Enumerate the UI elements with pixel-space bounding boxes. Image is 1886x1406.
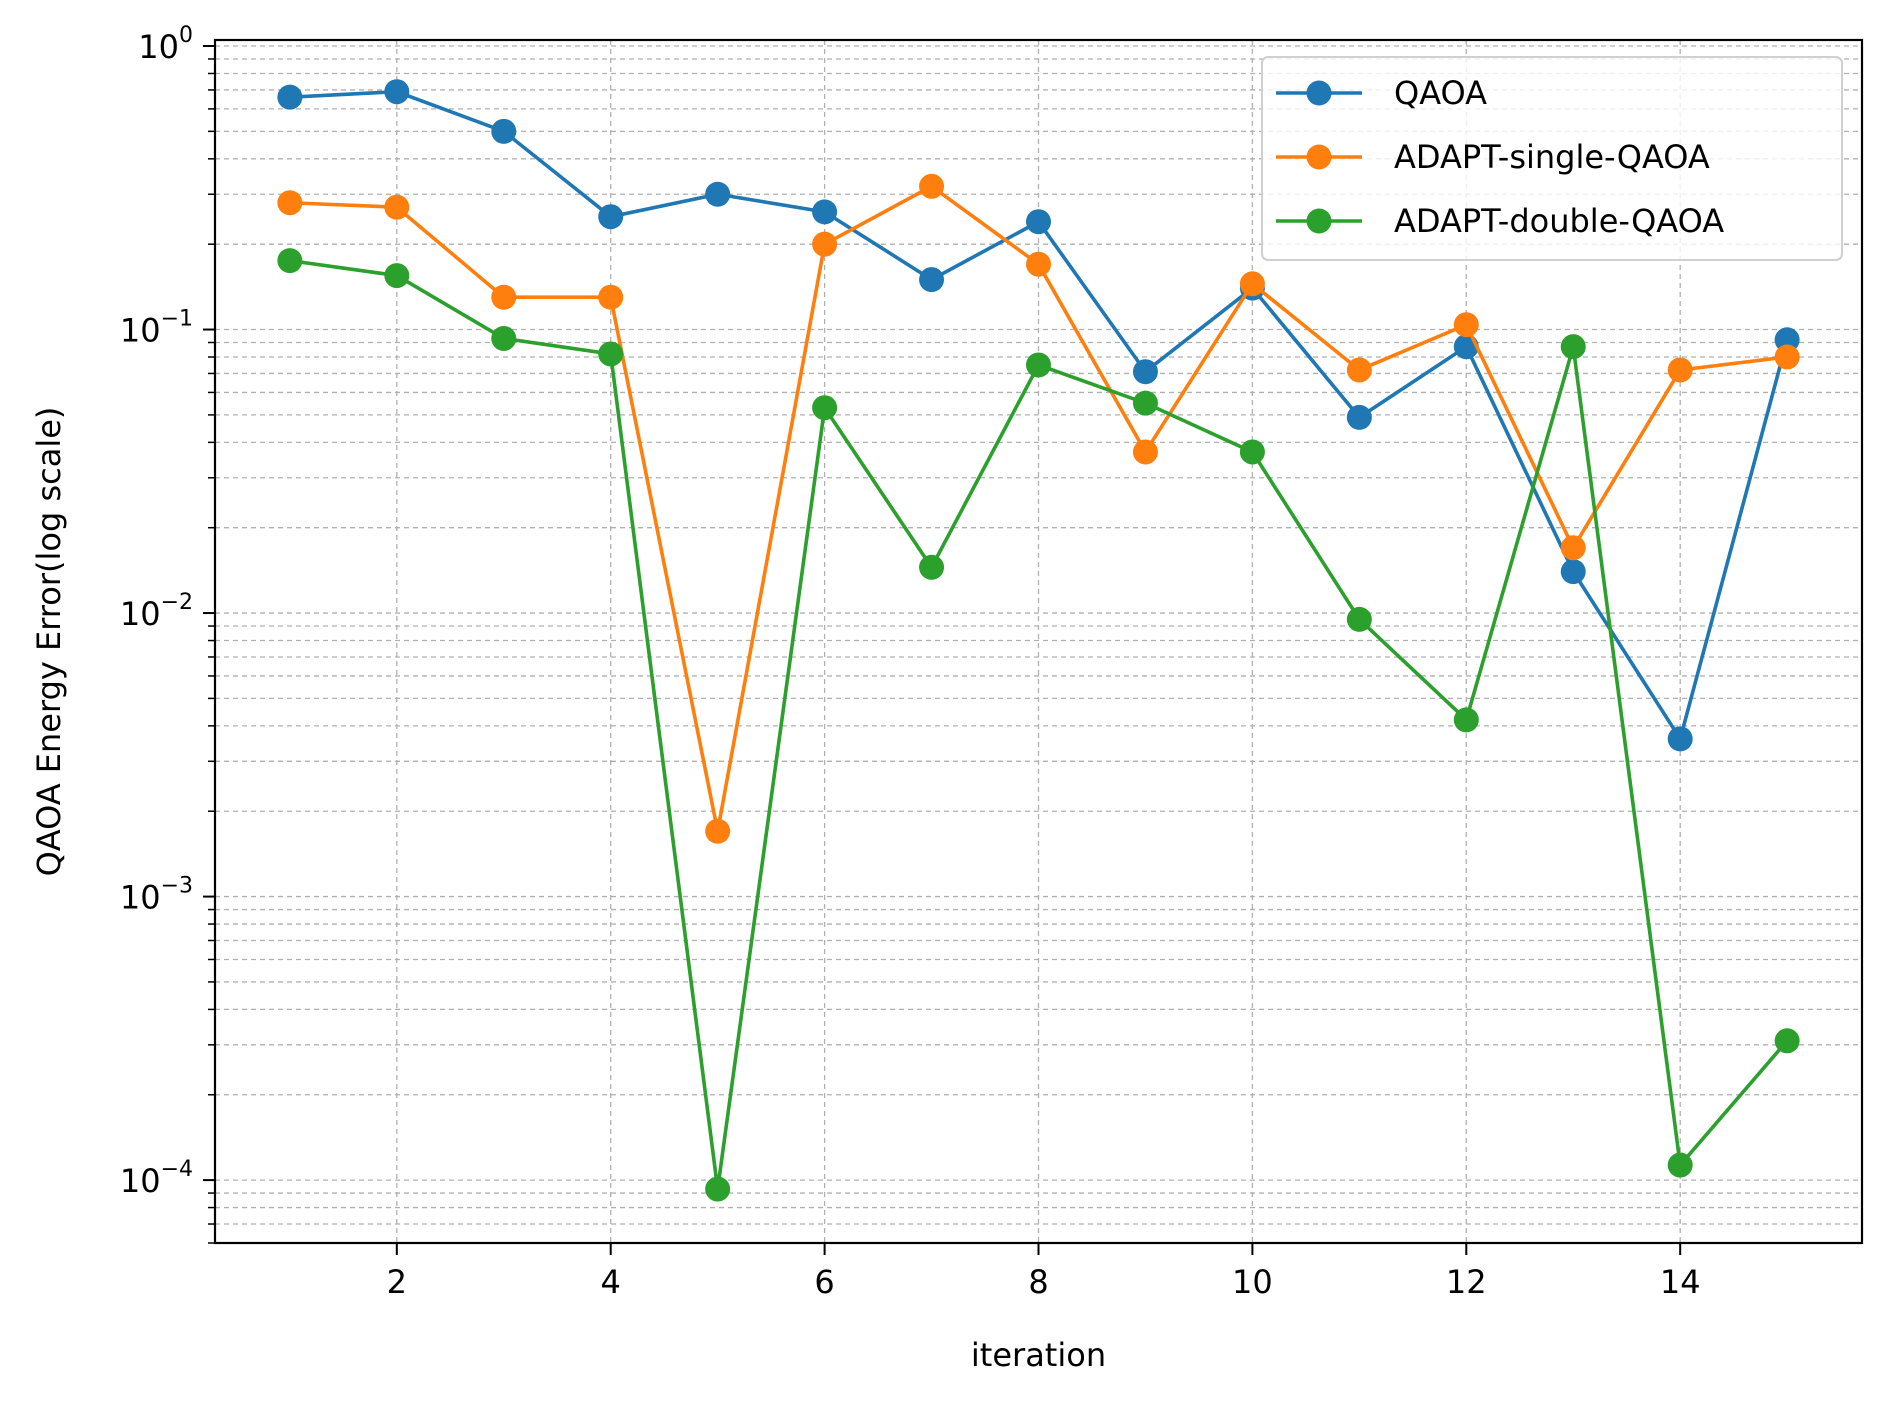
x-tick-label: 8 [1028,1263,1048,1301]
data-point [277,84,303,110]
data-point [1239,271,1265,297]
data-point [491,118,517,144]
data-point [1239,439,1265,465]
data-point [705,181,731,207]
data-point [919,173,945,199]
data-point [1346,404,1372,430]
y-tick-label: 10−2 [120,590,193,633]
data-point [1453,312,1479,338]
x-tick-label: 12 [1446,1263,1487,1301]
legend-item: QAOA [1276,74,1487,112]
data-point [1667,726,1693,752]
legend-swatch-marker [1306,208,1332,234]
data-point [812,199,838,225]
x-tick-label: 2 [387,1263,407,1301]
y-tick-label: 10−4 [120,1157,193,1200]
data-point [384,194,410,220]
data-point [1560,334,1586,360]
data-point [1026,251,1051,277]
series-adapt-double-qaoa [277,248,1800,1202]
y-tick-label: 10−3 [120,874,193,917]
data-point [384,79,410,105]
data-point [1453,707,1479,733]
x-axis-label: iteration [971,1336,1106,1374]
y-tick-label: 10−1 [120,307,193,350]
data-point [1132,359,1158,385]
y-tick-label: 100 [138,23,193,66]
data-point [812,395,838,421]
data-point [1346,357,1372,383]
data-point [1026,209,1051,235]
data-point [1560,535,1586,561]
y-axis-label: QAOA Energy Error(log scale) [30,407,68,877]
plot-series [277,79,1800,1202]
data-point [919,267,945,293]
legend-label: QAOA [1394,74,1487,112]
data-point [919,554,945,580]
x-tick-label: 4 [601,1263,621,1301]
legend-item: ADAPT-single-QAOA [1276,138,1710,176]
data-point [491,284,517,310]
data-point [491,325,517,351]
data-point [1026,352,1051,378]
x-tick-label: 6 [814,1263,834,1301]
legend-swatch-marker [1306,144,1332,170]
data-point [598,204,624,230]
data-point [277,248,303,274]
legend-swatch-marker [1306,80,1332,106]
data-point [1667,357,1693,383]
data-point [1560,559,1586,585]
legend: QAOA ADAPT-single-QAOA ADAPT-double-QAOA [1261,56,1843,261]
data-point [705,1176,731,1202]
x-tick-label: 14 [1660,1263,1701,1301]
data-point [598,341,624,367]
legend-box [1261,56,1843,261]
legend-label: ADAPT-double-QAOA [1394,202,1724,240]
data-point [1132,390,1158,416]
data-point [1346,606,1372,632]
data-point [384,263,410,289]
data-point [705,818,731,844]
axis-ticks: 100 10−1 10−2 10−3 10−4 2 4 6 8 10 12 14 [120,23,1701,1301]
data-point [812,231,838,257]
data-point [1774,327,1800,353]
data-point [598,284,624,310]
series-qaoa [277,79,1800,752]
data-point [1132,439,1158,465]
data-point [1667,1152,1693,1178]
data-point [1774,1028,1800,1054]
legend-item: ADAPT-double-QAOA [1276,202,1724,240]
legend-label: ADAPT-single-QAOA [1394,138,1710,176]
data-point [1774,344,1800,370]
data-point [277,190,303,216]
x-tick-label: 10 [1232,1263,1273,1301]
